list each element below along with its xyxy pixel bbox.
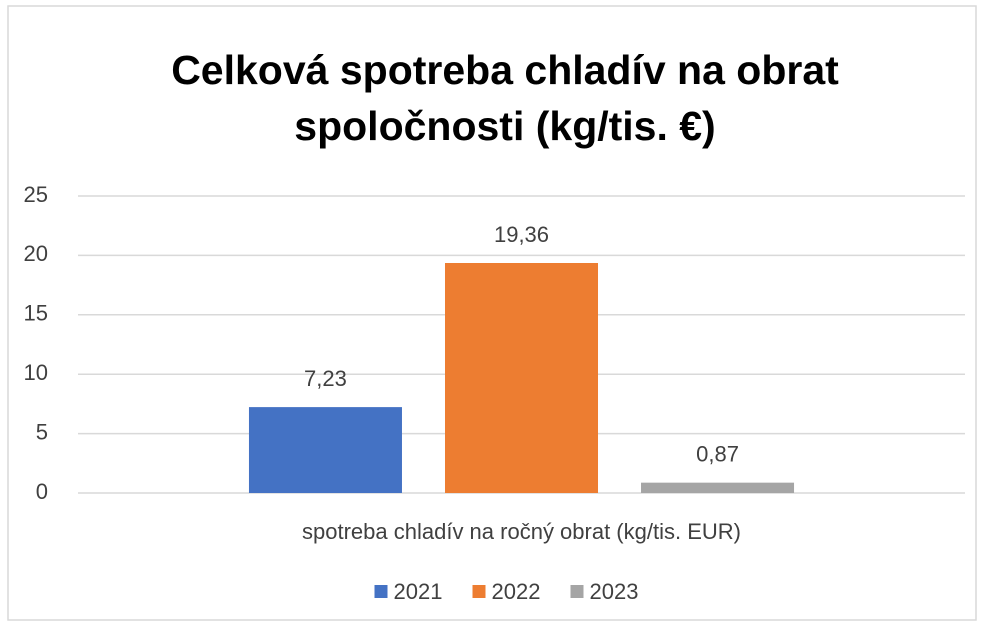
- y-tick-label: 0: [36, 479, 48, 504]
- chart-title: Celková spotreba chladív na obrat spoloč…: [171, 47, 839, 149]
- bar: [641, 482, 795, 493]
- legend-swatch: [472, 585, 486, 598]
- data-label: 19,36: [494, 222, 549, 247]
- y-tick-label: 20: [24, 241, 48, 266]
- legend-swatch: [570, 585, 584, 598]
- legend-swatch: [374, 585, 388, 598]
- legend-label: 2022: [492, 579, 541, 604]
- data-label: 0,87: [696, 441, 739, 466]
- bar: [248, 407, 402, 493]
- legend-label: 2021: [394, 579, 443, 604]
- bar: [444, 263, 599, 493]
- x-tick-label: spotreba chladív na ročný obrat (kg/tis.…: [302, 519, 741, 544]
- y-tick-label: 15: [24, 301, 48, 326]
- y-tick-label: 5: [36, 419, 48, 444]
- data-label: 7,23: [304, 366, 347, 391]
- y-tick-label: 25: [24, 182, 48, 207]
- legend-label: 2023: [590, 579, 639, 604]
- y-tick-label: 10: [24, 360, 48, 385]
